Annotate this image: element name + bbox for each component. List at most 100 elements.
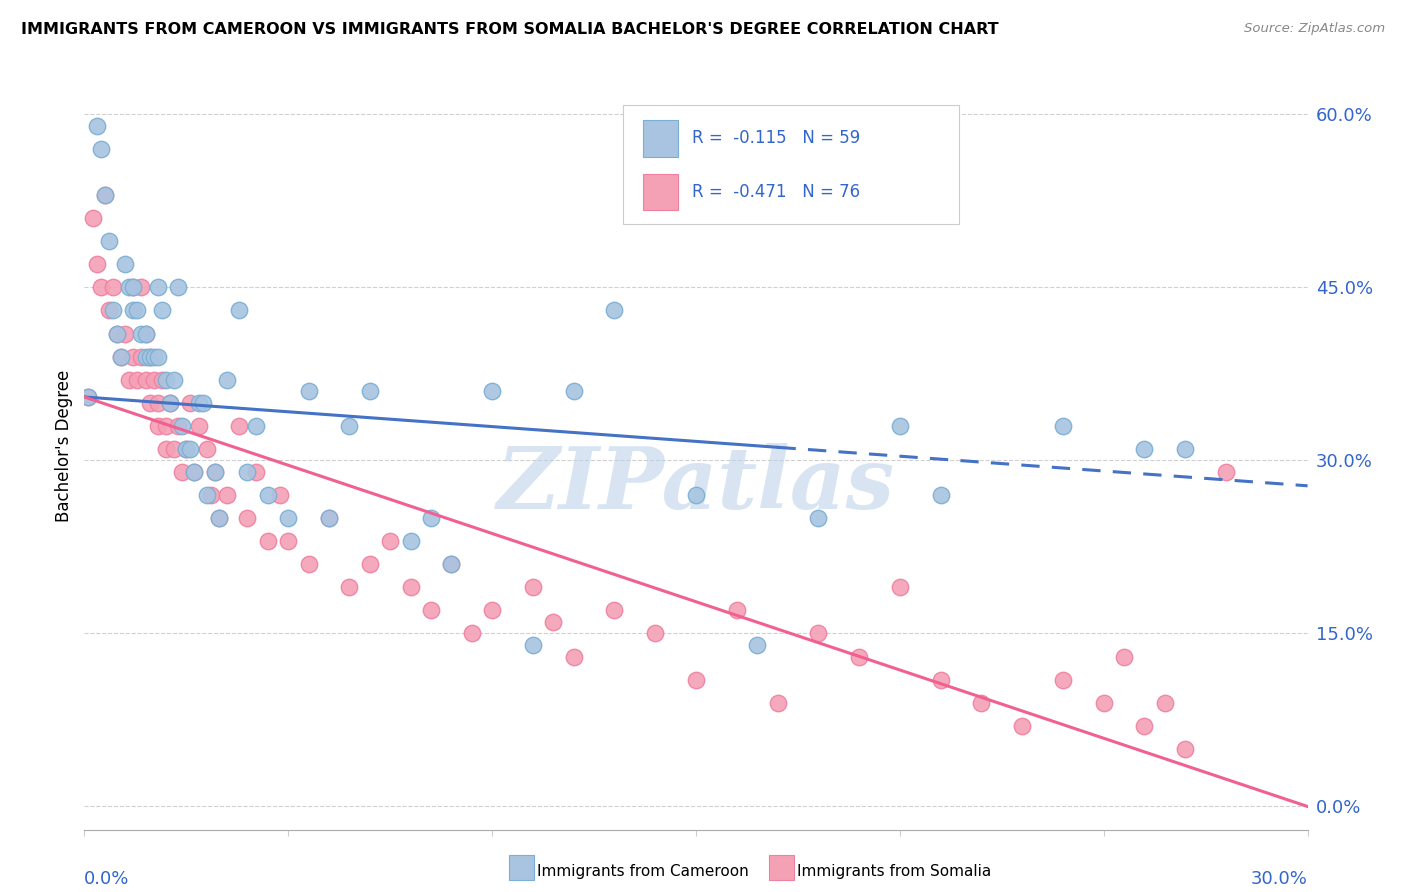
Point <box>167 418 190 433</box>
Point <box>179 396 201 410</box>
Point <box>1215 465 1237 479</box>
Point <box>848 649 870 664</box>
Text: Immigrants from Cameroon: Immigrants from Cameroon <box>537 864 749 879</box>
Point <box>131 280 153 294</box>
Point <box>685 673 707 687</box>
Point <box>127 303 149 318</box>
Point <box>135 350 157 364</box>
Point <box>929 673 952 687</box>
Point <box>77 390 100 404</box>
Text: R =  -0.115   N = 59: R = -0.115 N = 59 <box>692 129 860 147</box>
Point <box>440 558 463 572</box>
Point <box>110 350 132 364</box>
Text: R =  -0.471   N = 76: R = -0.471 N = 76 <box>692 183 860 201</box>
Point <box>1154 696 1177 710</box>
Text: ZIPatlas: ZIPatlas <box>496 442 896 526</box>
Point <box>204 465 226 479</box>
Point <box>725 603 748 617</box>
Point <box>399 534 422 549</box>
Point <box>131 326 153 341</box>
Point <box>217 488 239 502</box>
Point <box>159 396 181 410</box>
Point <box>236 511 259 525</box>
Point <box>195 442 218 456</box>
Text: Source: ZipAtlas.com: Source: ZipAtlas.com <box>1244 22 1385 36</box>
Point <box>122 280 145 294</box>
Point <box>245 418 267 433</box>
Point <box>277 534 299 549</box>
Point <box>420 603 443 617</box>
Point <box>110 350 132 364</box>
Point <box>1133 442 1156 456</box>
Point <box>150 373 173 387</box>
Point <box>138 396 160 410</box>
Point <box>146 350 169 364</box>
Point <box>1174 741 1197 756</box>
Point <box>766 696 789 710</box>
Point <box>339 580 361 594</box>
Point <box>1174 442 1197 456</box>
Text: IMMIGRANTS FROM CAMEROON VS IMMIGRANTS FROM SOMALIA BACHELOR'S DEGREE CORRELATIO: IMMIGRANTS FROM CAMEROON VS IMMIGRANTS F… <box>21 22 998 37</box>
Point <box>208 511 231 525</box>
Point <box>1011 719 1033 733</box>
Point <box>146 280 169 294</box>
Point <box>318 511 340 525</box>
Point <box>138 350 160 364</box>
Point <box>318 511 340 525</box>
Point <box>187 396 209 410</box>
Point <box>174 442 197 456</box>
Point <box>122 350 145 364</box>
Point <box>183 465 205 479</box>
Point <box>93 188 115 202</box>
Point <box>1133 719 1156 733</box>
Point <box>118 373 141 387</box>
Point <box>142 373 165 387</box>
Point <box>114 257 136 271</box>
Point <box>195 488 218 502</box>
Point <box>970 696 993 710</box>
Point <box>191 396 214 410</box>
Point <box>339 418 361 433</box>
Point <box>522 580 544 594</box>
Point <box>1092 696 1115 710</box>
Point <box>93 188 115 202</box>
Point <box>420 511 443 525</box>
Point <box>86 119 108 133</box>
Point <box>228 303 250 318</box>
Point <box>245 465 267 479</box>
Text: 0.0%: 0.0% <box>84 870 129 888</box>
Point <box>174 442 197 456</box>
Point <box>603 303 626 318</box>
FancyBboxPatch shape <box>623 104 959 224</box>
Point <box>163 373 186 387</box>
Point <box>167 280 190 294</box>
Point <box>481 384 503 399</box>
Point <box>562 384 585 399</box>
Point <box>298 384 321 399</box>
Point <box>1114 649 1136 664</box>
Point <box>929 488 952 502</box>
Point <box>889 418 911 433</box>
Point <box>481 603 503 617</box>
Point <box>155 442 177 456</box>
Point <box>644 626 666 640</box>
Point <box>298 558 321 572</box>
Point <box>603 603 626 617</box>
Point <box>257 488 280 502</box>
Point <box>101 303 124 318</box>
Point <box>522 638 544 652</box>
Point <box>179 442 201 456</box>
Text: Immigrants from Somalia: Immigrants from Somalia <box>797 864 991 879</box>
Point <box>118 280 141 294</box>
Point <box>155 418 177 433</box>
Point <box>399 580 422 594</box>
Point <box>138 350 160 364</box>
Point <box>131 350 153 364</box>
Point <box>172 465 194 479</box>
Point <box>1052 418 1074 433</box>
Point <box>236 465 259 479</box>
Point <box>359 384 381 399</box>
Point <box>122 280 145 294</box>
Point <box>269 488 291 502</box>
Point <box>685 488 707 502</box>
